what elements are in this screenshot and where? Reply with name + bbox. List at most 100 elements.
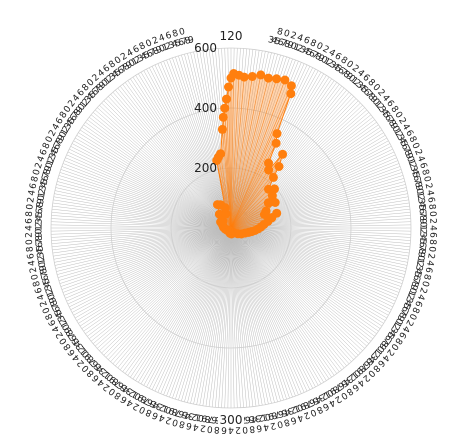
data-point[interactable] bbox=[218, 216, 228, 226]
angular-ring-glyph: 0 bbox=[388, 341, 400, 352]
data-point[interactable] bbox=[222, 94, 231, 104]
data-point[interactable] bbox=[271, 138, 281, 148]
angular-ring-glyph: 2 bbox=[415, 194, 426, 201]
angular-ring-glyph: 4 bbox=[121, 383, 131, 395]
angular-ring-glyph: 6 bbox=[336, 65, 347, 77]
angular-ring-glyph: 0 bbox=[44, 161, 55, 170]
angular-ring-glyph: 2 bbox=[321, 44, 331, 56]
angular-ring-glyph: 2 bbox=[289, 31, 298, 42]
spoke-line bbox=[230, 132, 384, 229]
angular-ring-glyph: 2 bbox=[54, 330, 66, 340]
angular-ring-glyph: 4 bbox=[39, 181, 50, 189]
spoke-line bbox=[51, 227, 232, 241]
angular-ring-glyph: 0 bbox=[80, 362, 91, 373]
spoke-line bbox=[64, 160, 232, 229]
series-area bbox=[212, 69, 296, 239]
angular-ring-glyph: 7 bbox=[50, 301, 61, 310]
angular-ring-glyph: 1 bbox=[405, 158, 416, 167]
spoke-line bbox=[196, 51, 232, 229]
spoke-line bbox=[230, 227, 308, 392]
spoke-line bbox=[230, 227, 408, 266]
angular-ring-glyph: 0 bbox=[25, 239, 35, 246]
angular-ring-glyph: 2 bbox=[191, 411, 199, 422]
spoke-line bbox=[230, 227, 263, 406]
data-point[interactable] bbox=[278, 149, 288, 159]
angular-ring-glyph: 8 bbox=[313, 52, 323, 64]
data-point[interactable] bbox=[216, 149, 226, 159]
data-point[interactable] bbox=[214, 209, 224, 219]
angular-ring-glyph: 2 bbox=[151, 35, 160, 46]
data-point[interactable] bbox=[220, 203, 230, 213]
data-point[interactable] bbox=[264, 165, 274, 175]
angular-ring-glyph: 8 bbox=[283, 39, 292, 50]
angular-ring-glyph: 3 bbox=[136, 53, 146, 65]
data-point[interactable] bbox=[267, 191, 277, 201]
spoke-line bbox=[117, 87, 232, 229]
angular-ring-glyph: 2 bbox=[257, 412, 264, 423]
angular-ring-glyph: 0 bbox=[44, 135, 56, 145]
data-point[interactable] bbox=[239, 72, 249, 82]
data-point[interactable] bbox=[270, 184, 279, 194]
angular-ring-glyph: 4 bbox=[111, 69, 122, 81]
data-point[interactable] bbox=[259, 210, 269, 219]
data-point[interactable] bbox=[280, 75, 290, 85]
spoke-line bbox=[52, 202, 232, 229]
data-point[interactable] bbox=[264, 158, 273, 168]
data-point[interactable] bbox=[229, 69, 239, 78]
spoke-line bbox=[230, 227, 392, 310]
angular-ring-glyph: 2 bbox=[119, 51, 129, 63]
angular-ring-glyph: 1 bbox=[45, 289, 56, 298]
data-point[interactable] bbox=[272, 129, 282, 139]
spoke-line bbox=[230, 227, 388, 319]
data-point[interactable] bbox=[247, 72, 257, 81]
spoke-line bbox=[230, 227, 389, 316]
spoke-line bbox=[196, 227, 232, 405]
spoke-line bbox=[230, 67, 313, 229]
angular-ring-glyph: 7 bbox=[410, 277, 421, 285]
spoke-line bbox=[163, 227, 232, 395]
angular-ring-glyph: 7 bbox=[53, 139, 65, 149]
data-point[interactable] bbox=[224, 82, 233, 92]
angular-ring-glyph: 8 bbox=[138, 41, 148, 53]
spoke-line bbox=[230, 227, 363, 351]
grid-ring bbox=[50, 47, 412, 409]
angular-ring-glyph: 2 bbox=[427, 218, 437, 224]
angular-ring-glyph: 2 bbox=[374, 102, 385, 113]
angular-ring-glyph: 7 bbox=[304, 397, 313, 408]
data-point[interactable] bbox=[270, 198, 280, 207]
radial-tick-labels: 200 400 600 bbox=[194, 41, 217, 175]
spoke-line bbox=[230, 227, 324, 383]
spoke-line bbox=[230, 227, 313, 389]
angular-ring-glyph: 3 bbox=[376, 105, 387, 116]
data-point[interactable] bbox=[217, 124, 227, 134]
angular-ring-glyph: 8 bbox=[386, 119, 398, 129]
spoke-line bbox=[230, 227, 244, 408]
data-point[interactable] bbox=[263, 73, 273, 83]
spoke-line bbox=[157, 227, 232, 393]
polar-grid bbox=[50, 47, 412, 409]
spoke-line bbox=[215, 227, 232, 408]
angular-ring-glyph: 1 bbox=[322, 388, 332, 400]
spoke-line bbox=[51, 221, 232, 229]
spoke-line bbox=[230, 227, 275, 403]
data-point[interactable] bbox=[268, 172, 278, 182]
data-point[interactable] bbox=[286, 81, 296, 91]
spoke-line bbox=[138, 227, 232, 383]
data-point[interactable] bbox=[274, 162, 284, 171]
angular-ring-glyph: 0 bbox=[46, 292, 57, 301]
angular-ring-glyph: 8 bbox=[339, 55, 350, 67]
spoke-line bbox=[79, 129, 232, 229]
angular-ring-glyph: 4 bbox=[379, 352, 391, 363]
data-point[interactable] bbox=[256, 70, 266, 80]
data-point[interactable] bbox=[286, 89, 296, 99]
angular-ring-glyph: 2 bbox=[425, 252, 436, 259]
angle-label-backdrop bbox=[218, 412, 244, 426]
angle-tick-labels: 120 300 bbox=[218, 28, 244, 427]
angular-ring-glyph: 6 bbox=[221, 424, 227, 434]
data-point[interactable] bbox=[263, 198, 273, 208]
data-point[interactable] bbox=[220, 103, 230, 113]
spoke-line bbox=[67, 151, 232, 229]
spoke-line bbox=[51, 227, 232, 232]
data-point[interactable] bbox=[218, 112, 228, 122]
data-point[interactable] bbox=[272, 74, 282, 84]
